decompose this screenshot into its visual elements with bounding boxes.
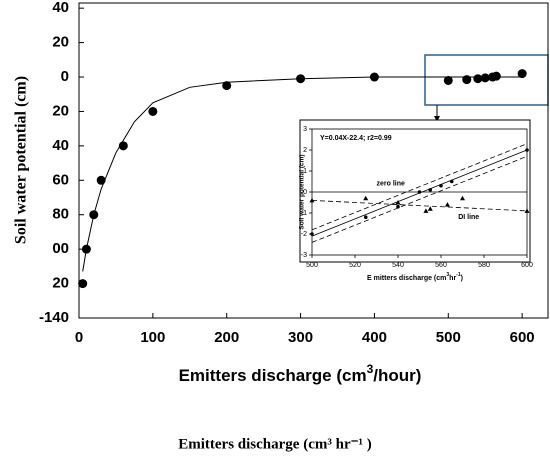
caption: Emitters discharge (cm³ hr⁻¹ ) [178, 436, 372, 452]
inset-line [311, 143, 528, 231]
data-point [480, 73, 490, 83]
inset-circle-point [525, 148, 529, 152]
x-tick-label: 200 [214, 329, 239, 346]
inset-frame [299, 119, 531, 263]
inset-y-tick-label: -3 [301, 252, 307, 259]
inset-annotation: zero line [377, 180, 406, 187]
inset-x-tick-label: 560 [435, 262, 447, 269]
y-tick-label: 20 [52, 102, 69, 119]
inset-triangle-point [444, 202, 450, 207]
data-point [89, 210, 99, 220]
data-point [462, 75, 472, 85]
axis-label: E mitters discharge (cm3hr-1) [367, 272, 463, 282]
inset-x-tick-label: 540 [392, 262, 404, 269]
inset-title: Y=0.04X-22.4; r2=0.99 [320, 135, 392, 142]
x-tick-label: 600 [510, 329, 535, 346]
x-tick-label: 100 [140, 329, 165, 346]
inset-y-tick-label: 2 [303, 147, 307, 154]
data-point [296, 74, 306, 84]
inset-triangle-point [427, 206, 433, 211]
inset-circle-point [363, 215, 368, 219]
data-point [96, 175, 106, 185]
inset-circle-point [310, 232, 314, 236]
axis-label-part: 3 [367, 362, 374, 376]
data-point [148, 106, 158, 116]
y-tick-label: 60 [52, 171, 69, 188]
x-tick-label: 400 [362, 329, 387, 346]
data-point [222, 81, 232, 91]
axis-label-part: ) [461, 275, 463, 282]
inset-x-tick-label: 500 [306, 262, 318, 269]
y-tick-label: 20 [52, 275, 69, 292]
inset-y-tick-label: 3 [303, 126, 307, 133]
y-tick-label: 00 [52, 240, 69, 257]
data-point [118, 141, 128, 151]
inset-triangle-point [460, 195, 465, 201]
data-point [517, 69, 527, 79]
x-tick-label: 300 [288, 329, 313, 346]
data-point [81, 244, 91, 254]
inset-circle-point [428, 188, 433, 192]
axis-label-part: E mitters discharge (cm [367, 275, 446, 282]
x-tick-label: 500 [436, 329, 461, 346]
inset-y-axis-label: Soil water potential (cm) [299, 154, 306, 229]
inset-y-tick-label: -2 [301, 231, 307, 238]
inset-x-tick-label: 580 [478, 262, 490, 269]
inset-annotation: DI line [458, 214, 479, 221]
axis-label-part: /hour) [373, 366, 421, 385]
inset-triangle-point [395, 200, 401, 205]
data-point [78, 279, 88, 289]
data-point [443, 75, 453, 85]
plot-frame [78, 2, 549, 319]
inset-circle-point [449, 179, 454, 184]
data-point [491, 71, 501, 81]
inset-triangle-point [524, 208, 530, 213]
arrow-head [434, 116, 440, 122]
y-tick-label: 40 [52, 0, 69, 16]
inset-triangle-point [309, 197, 315, 203]
inset-circle-point [417, 190, 422, 194]
axis-label-part: Emitters discharge (cm [179, 366, 367, 385]
y-tick-label: 20 [52, 34, 69, 51]
axis-label: Emitters discharge (cm3/hour) [179, 362, 422, 385]
inset-y-tick-label: 0 [303, 189, 307, 196]
inset-x-tick-label: 600 [521, 262, 533, 269]
data-point [369, 72, 379, 82]
axis-label-part: hr [449, 275, 456, 282]
y-tick-label: 80 [52, 206, 69, 223]
x-tick-label: 0 [75, 329, 83, 346]
y-tick-label: 0 [61, 68, 69, 85]
inset-y-tick-label: -1 [301, 210, 307, 217]
axis-label-part: 3 [446, 272, 449, 278]
inset-circle-point [396, 204, 400, 209]
inset-y-tick-label: 1 [303, 168, 307, 175]
inset-line [311, 155, 528, 243]
y-tick-label: -140 [39, 309, 69, 326]
inset-triangle-point [423, 208, 429, 213]
y-axis-label: Soil water potential (cm) [13, 76, 30, 244]
inset-circle-point [439, 183, 443, 188]
axis-label-part: -1 [456, 272, 461, 278]
inset-triangle-point [363, 195, 369, 201]
data-point [473, 74, 483, 84]
inset-line [311, 200, 528, 212]
inset-x-tick-label: 520 [349, 262, 361, 269]
y-tick-label: 40 [52, 137, 69, 154]
